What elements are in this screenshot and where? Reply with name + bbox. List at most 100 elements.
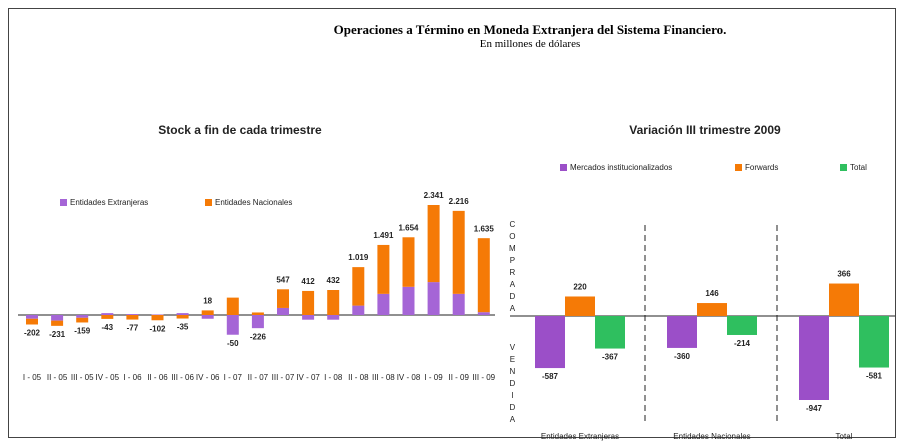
x-tick-label: I - 08 (324, 373, 343, 382)
bar-segment (51, 320, 64, 326)
total-label: 1.654 (398, 223, 419, 232)
bar-segment (251, 315, 264, 329)
x-tick-label: Total (836, 432, 853, 441)
axis-label: VENDIDA (508, 343, 517, 427)
value-label: -587 (542, 372, 559, 381)
x-tick-label: I - 06 (123, 373, 142, 382)
legend-swatch (560, 164, 567, 171)
total-label: -159 (74, 327, 91, 336)
bar-segment (402, 286, 415, 315)
bar-segment (251, 312, 264, 315)
bar-segment (452, 210, 465, 294)
x-tick-label: II - 08 (348, 373, 369, 382)
total-label: 18 (203, 297, 212, 306)
bar (667, 316, 697, 348)
bar-segment (26, 318, 38, 325)
x-tick-label: I - 05 (23, 373, 42, 382)
bar-segment (76, 315, 89, 318)
x-tick-label: I - 09 (424, 373, 443, 382)
bar-segment (452, 293, 465, 315)
total-label: -77 (127, 324, 139, 333)
axis-label: COMPRADA (508, 220, 517, 316)
total-label: -43 (102, 323, 114, 332)
bar-segment (352, 267, 365, 306)
bar-segment (126, 314, 139, 315)
x-tick-label: III - 08 (372, 373, 395, 382)
bar-segment (201, 310, 214, 315)
total-label: -226 (250, 332, 267, 341)
bar (697, 303, 727, 316)
bar-segment (427, 205, 440, 283)
chart-title: Variación III trimestre 2009 (629, 123, 781, 137)
bar-segment (226, 315, 239, 335)
total-label: 1.491 (373, 231, 394, 240)
x-tick-label: I - 07 (224, 373, 243, 382)
header: Operaciones a Término en Moneda Extranje… (330, 22, 730, 50)
total-label: -102 (149, 324, 166, 333)
total-label: 547 (276, 275, 290, 284)
total-label: -231 (49, 330, 66, 339)
bar-segment (101, 315, 114, 319)
frame (8, 8, 896, 438)
legend-label: Forwards (745, 163, 778, 172)
bar-segment (477, 238, 490, 313)
total-label: -35 (177, 323, 189, 332)
x-tick-label: IV - 08 (397, 373, 421, 382)
x-tick-label: III - 05 (71, 373, 94, 382)
bar-segment (277, 289, 289, 308)
x-tick-label: III - 07 (272, 373, 295, 382)
bar (535, 316, 565, 369)
x-tick-label: II - 07 (248, 373, 269, 382)
page-subtitle: En millones de dólares (479, 38, 581, 50)
total-label: 1.635 (474, 224, 495, 233)
total-label: 2.216 (449, 197, 470, 206)
bar-segment (377, 244, 390, 294)
total-label: 432 (327, 276, 341, 285)
bar-segment (26, 315, 38, 319)
bar (799, 316, 829, 400)
x-tick-label: IV - 06 (196, 373, 220, 382)
legend-swatch (205, 199, 212, 206)
bar-segment (327, 315, 340, 320)
bar (595, 316, 625, 349)
total-label: 1.019 (348, 253, 369, 262)
bar-segment (176, 313, 189, 315)
legend-swatch (840, 164, 847, 171)
x-tick-label: III - 06 (171, 373, 194, 382)
value-label: 146 (705, 289, 719, 298)
total-label: -50 (227, 339, 239, 348)
legend-label: Entidades Extranjeras (70, 198, 148, 207)
x-tick-label: II - 06 (147, 373, 168, 382)
total-label: 412 (301, 277, 315, 286)
bar-segment (477, 312, 490, 315)
x-tick-label: III - 09 (472, 373, 495, 382)
legend-label: Entidades Nacionales (215, 198, 292, 207)
total-label: 2.341 (424, 191, 445, 200)
bar-segment (302, 315, 315, 320)
bar-segment (201, 315, 214, 319)
bar-segment (176, 315, 189, 319)
x-tick-label: Entidades Extranjeras (541, 432, 619, 441)
x-tick-label: II - 09 (448, 373, 469, 382)
bar-segment (327, 290, 340, 315)
value-label: 366 (837, 270, 851, 279)
value-label: -367 (602, 353, 619, 362)
bar-segment (352, 305, 365, 315)
bar-segment (151, 314, 164, 316)
bar (727, 316, 757, 335)
bar (859, 316, 889, 368)
x-tick-label: Entidades Nacionales (673, 432, 750, 441)
legend-swatch (60, 199, 67, 206)
page-title: Operaciones a Término en Moneda Extranje… (333, 22, 727, 37)
bar-segment (427, 282, 440, 315)
value-label: -360 (674, 352, 691, 361)
legend-label: Mercados institucionalizados (570, 163, 672, 172)
x-tick-label: II - 05 (47, 373, 68, 382)
x-tick-label: IV - 07 (296, 373, 320, 382)
legend-label: Total (850, 163, 867, 172)
bar-segment (377, 293, 390, 315)
bar-segment (101, 313, 114, 315)
bar-segment (302, 290, 315, 315)
